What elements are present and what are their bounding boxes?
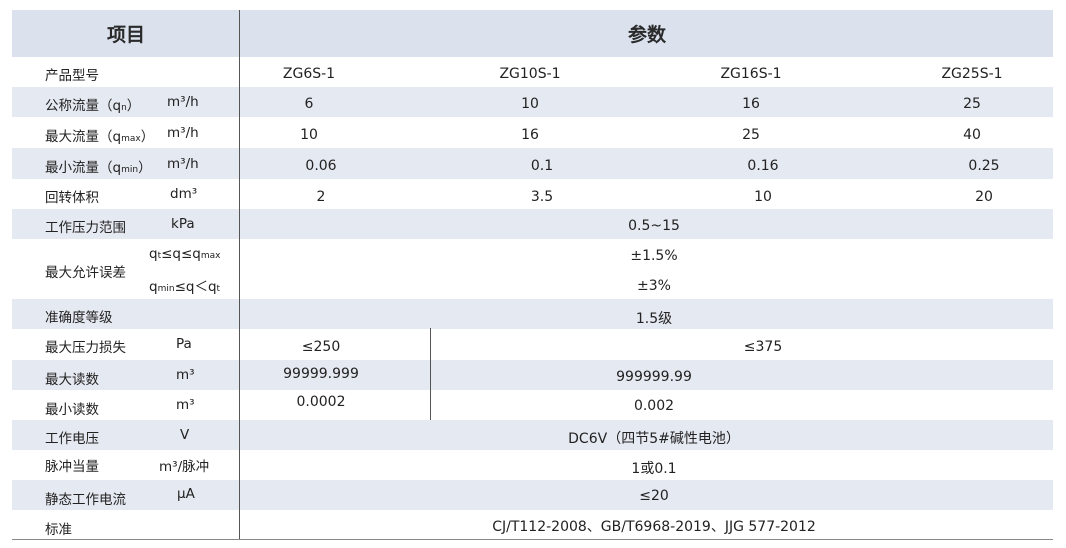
row-label: 工作压力范围 [45,220,126,236]
model-value: ZG6S-1 [282,66,336,82]
qmax-value: 25 [742,127,760,143]
volume-value: 3.5 [530,189,554,205]
qmax-value: 40 [963,127,981,143]
row-unit: m³ [176,397,195,413]
qmin-value: 0.06 [305,158,337,174]
row-current: 静态工作电流 μA ≤20 [12,480,1053,510]
qn-value: 6 [304,96,314,112]
qmin-value: 0.1 [530,158,554,174]
row-label: 公称流量（qn） [45,98,141,114]
pulse-value: 1或0.1 [631,461,677,477]
header-item: 项目 [106,24,145,46]
bottom-border [12,539,1053,540]
row-label: 最大压力损失 [45,340,126,356]
pressure-range-value: 0.5~15 [628,218,680,234]
row-model: 产品型号 ZG6S-1 ZG10S-1 ZG16S-1 ZG25S-1 [12,57,1053,87]
qmin-value: 0.16 [747,158,779,174]
row-pressure-range: 工作压力范围 kPa 0.5~15 [12,209,1053,239]
row-volume: 回转体积 dm³ 2 3.5 10 20 [12,179,1053,209]
error-condition-2: qmin≤q＜qt [149,279,221,295]
accuracy-value: 1.5级 [635,311,673,327]
error-value-2: ±3% [637,278,671,294]
voltage-value: DC6V（四节5#碱性电池） [568,431,740,447]
row-unit: m³/h [167,94,199,110]
volume-value: 10 [754,189,772,205]
row-label: 准确度等级 [45,310,113,326]
row-unit: m³/h [167,156,199,172]
model-value: ZG10S-1 [499,66,561,82]
qmin-value: 0.25 [968,158,1000,174]
row-unit: m³ [176,367,195,383]
row-label: 回转体积 [45,190,99,206]
row-label: 标准 [45,522,72,538]
row-standard: 标准 CJ/T112-2008、GB/T6968-2019、JJG 577-20… [12,510,1053,539]
row-label: 最大流量（qmax） [45,129,155,145]
min-reading-value-a: 0.0002 [296,394,346,410]
row-label: 静态工作电流 [45,492,126,508]
row-label: 最大允许误差 [45,265,126,281]
row-min-reading: 最小读数 m³ 0.0002 0.002 [12,390,1053,420]
model-value: ZG16S-1 [720,66,782,82]
standard-value: CJ/T112-2008、GB/T6968-2019、JJG 577-2012 [492,519,816,535]
row-nominal-flow: 公称流量（qn） m³/h 6 10 16 25 [12,87,1053,117]
qmax-value: 10 [300,127,318,143]
qmax-value: 16 [521,127,539,143]
row-max-flow: 最大流量（qmax） m³/h 10 16 25 40 [12,117,1053,148]
row-unit: dm³ [170,186,198,202]
row-max-error: 最大允许误差 qt≤q≤qmax qmin≤q＜qt ±1.5% ±3% [12,239,1053,299]
row-label: 工作电压 [45,431,99,447]
max-reading-value-b: 999999.99 [616,369,692,385]
current-value: ≤20 [639,488,669,504]
row-label: 最小流量（qmin） [45,160,152,176]
row-label: 脉冲当量 [45,459,99,475]
min-reading-value-b: 0.002 [633,398,675,414]
max-reading-value-a: 99999.999 [283,366,359,382]
row-voltage: 工作电压 V DC6V（四节5#碱性电池） [12,420,1053,450]
row-unit: Pa [176,336,192,352]
row-unit: m³/h [167,125,199,141]
pressure-loss-value-b: ≤375 [743,339,783,355]
volume-value: 2 [316,189,326,205]
row-min-flow: 最小流量（qmin） m³/h 0.06 0.1 0.16 0.25 [12,148,1053,179]
error-condition-1: qt≤q≤qmax [149,246,221,262]
sub-column-divider [430,328,431,420]
qn-value: 16 [742,96,760,112]
table-header: 项目 参数 [12,10,1053,57]
row-unit: kPa [171,216,195,232]
qn-value: 10 [521,96,539,112]
row-unit: V [180,427,190,443]
model-value: ZG25S-1 [941,66,1003,82]
row-max-reading: 最大读数 m³ 99999.999 999999.99 [12,360,1053,390]
row-label: 产品型号 [45,68,99,84]
row-unit: m³/脉冲 [159,459,210,475]
row-label: 最大读数 [45,372,99,388]
header-params: 参数 [627,24,666,46]
column-divider [239,10,240,540]
qn-value: 25 [963,96,981,112]
row-pulse: 脉冲当量 m³/脉冲 1或0.1 [12,450,1053,480]
error-value-1: ±1.5% [630,248,678,264]
row-unit: μA [177,486,195,502]
volume-value: 20 [975,189,993,205]
row-label: 最小读数 [45,402,99,418]
pressure-loss-value-a: ≤250 [301,339,341,355]
row-pressure-loss: 最大压力损失 Pa ≤250 ≤375 [12,329,1053,360]
row-accuracy: 准确度等级 1.5级 [12,299,1053,329]
